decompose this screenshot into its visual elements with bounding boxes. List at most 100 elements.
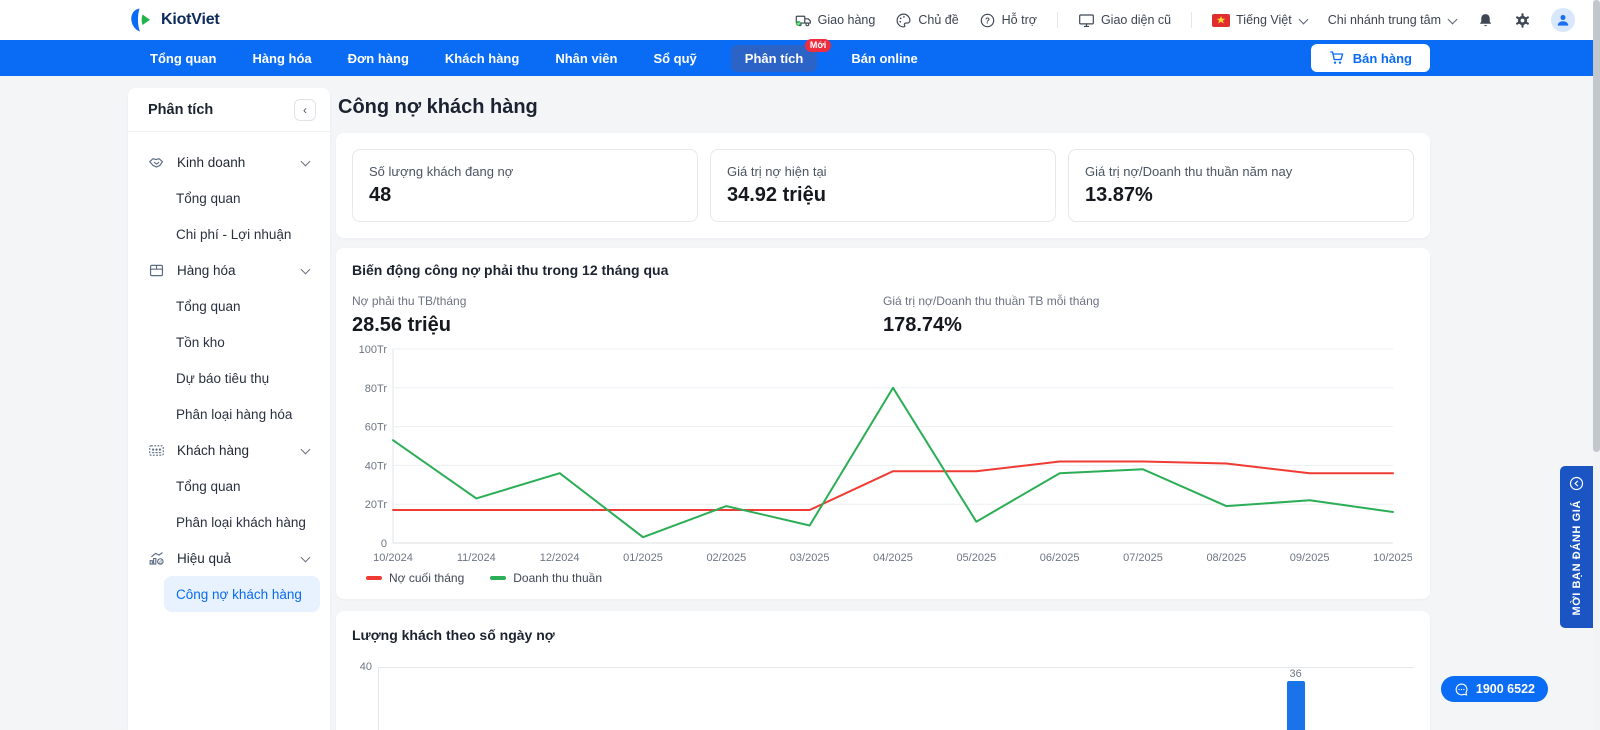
sell-button[interactable]: Bán hàng	[1311, 44, 1430, 72]
tab-so-quy[interactable]: Sổ quỹ	[651, 45, 698, 72]
delivery-menu-item[interactable]: Giao hàng	[795, 12, 876, 29]
tab-hang-hoa[interactable]: Hàng hóa	[250, 45, 313, 72]
main-navigation: Tổng quan Hàng hóa Đơn hàng Khách hàng N…	[0, 40, 1593, 76]
tab-khach-hang[interactable]: Khách hàng	[443, 45, 521, 72]
performance-chart-icon: đ	[148, 550, 165, 567]
sidebar-section-hang-hoa[interactable]: Hàng hóa	[128, 252, 330, 288]
scrollbar-thumb[interactable]	[1593, 0, 1600, 452]
stat-card-current-debt: Giá trị nợ hiện tại 34.92 triệu	[710, 149, 1056, 222]
trend-section-title: Biến động công nợ phải thu trong 12 thán…	[352, 262, 1414, 278]
sidebar-item-phan-loai-hang-hoa[interactable]: Phân loại hàng hóa	[164, 396, 320, 432]
delivery-label: Giao hàng	[818, 13, 876, 27]
brand-name: KiotViet	[161, 11, 220, 29]
debt-trend-line-chart[interactable]: 020Tr40Tr60Tr80Tr100Tr10/202411/202412/2…	[352, 343, 1412, 569]
tab-don-hang[interactable]: Đơn hàng	[346, 45, 411, 72]
section-label: Kinh doanh	[177, 155, 288, 170]
svg-text:11/2024: 11/2024	[457, 552, 496, 564]
notifications-button[interactable]	[1477, 12, 1494, 29]
header-separator	[1191, 12, 1192, 28]
debt-days-card: Lượng khách theo số ngày nợ 40 36	[336, 611, 1430, 730]
tab-ban-online[interactable]: Bán online	[849, 45, 919, 72]
sidebar-section-khach-hang[interactable]: Khách hàng	[128, 432, 330, 468]
sidebar-item-chi-phi-loi-nhuan[interactable]: Chi phí - Lợi nhuận	[164, 216, 320, 252]
svg-text:09/2025: 09/2025	[1290, 552, 1330, 564]
stat-value: 48	[369, 184, 681, 207]
theme-menu-item[interactable]: Chủ đề	[895, 12, 958, 29]
kiotviet-logo[interactable]: KiotViet	[128, 7, 220, 33]
page-title: Công nợ khách hàng	[336, 88, 1430, 133]
customers-icon	[148, 442, 165, 459]
svg-text:04/2025: 04/2025	[873, 552, 913, 564]
sell-button-label: Bán hàng	[1353, 51, 1412, 66]
legend-item-no-cuoi-thang[interactable]: Nợ cuối tháng	[366, 571, 464, 585]
bar[interactable]	[1287, 681, 1305, 730]
tab-nhan-vien[interactable]: Nhân viên	[553, 45, 619, 72]
svg-text:40Tr: 40Tr	[365, 460, 388, 472]
settings-button[interactable]	[1514, 12, 1531, 29]
svg-text:05/2025: 05/2025	[956, 552, 996, 564]
rating-banner[interactable]: MỜI BẠN ĐÁNH GIÁ	[1560, 466, 1593, 628]
rating-banner-label: MỜI BẠN ĐÁNH GIÁ	[1571, 500, 1583, 616]
analytics-sidebar: Phân tích ‹ Kinh doanh Tổng quan Chi phí…	[128, 88, 330, 730]
debt-days-bar-chart[interactable]: 36	[378, 667, 1414, 730]
sidebar-section-hieu-qua[interactable]: đ Hiệu quả	[128, 540, 330, 576]
stat-label: Giá trị nợ/Doanh thu thuần TB mỗi tháng	[883, 294, 1414, 308]
chevron-down-icon	[302, 156, 310, 164]
summary-stats-card: Số lượng khách đang nợ 48 Giá trị nợ hiệ…	[336, 133, 1430, 238]
svg-text:60Tr: 60Tr	[365, 422, 388, 434]
package-icon	[148, 262, 165, 279]
header-separator	[1057, 12, 1058, 28]
tab-phan-tich-label: Phân tích	[745, 51, 804, 66]
legend-label: Doanh thu thuần	[513, 571, 602, 585]
sidebar-item-phan-loai-khach-hang[interactable]: Phân loại khách hàng	[164, 504, 320, 540]
debt-trend-card: Biến động công nợ phải thu trong 12 thán…	[336, 248, 1430, 599]
stat-value: 34.92 triệu	[727, 184, 1039, 207]
branch-selector[interactable]: Chi nhánh trung tâm	[1328, 13, 1457, 27]
palette-icon	[895, 12, 912, 29]
cart-icon	[1329, 50, 1345, 66]
new-badge: Mới	[805, 39, 831, 52]
svg-text:80Tr: 80Tr	[365, 383, 388, 395]
sidebar-item-khach-hang-tong-quan[interactable]: Tổng quan	[164, 468, 320, 504]
chevron-down-icon	[302, 552, 310, 560]
kiotviet-logo-icon	[128, 7, 154, 33]
stat-value: 28.56 triệu	[352, 314, 883, 337]
svg-text:02/2025: 02/2025	[706, 552, 746, 564]
stat-label: Nợ phải thu TB/tháng	[352, 294, 883, 308]
svg-text:10/2025: 10/2025	[1373, 552, 1412, 564]
tab-tong-quan[interactable]: Tổng quan	[148, 45, 218, 72]
sidebar-item-ton-kho[interactable]: Tồn kho	[164, 324, 320, 360]
sidebar-item-du-bao-tieu-thu[interactable]: Dự báo tiêu thụ	[164, 360, 320, 396]
bar-value-label: 36	[1286, 668, 1306, 680]
sidebar-item-kinh-doanh-tong-quan[interactable]: Tổng quan	[164, 180, 320, 216]
section-label: Hàng hóa	[177, 263, 288, 278]
bell-icon	[1477, 12, 1494, 29]
scrollbar-track[interactable]	[1593, 0, 1600, 730]
handshake-icon	[148, 154, 165, 171]
sidebar-section-kinh-doanh[interactable]: Kinh doanh	[128, 144, 330, 180]
svg-text:08/2025: 08/2025	[1206, 552, 1246, 564]
language-selector[interactable]: Tiếng Việt	[1212, 13, 1308, 27]
gear-icon	[1514, 12, 1531, 29]
user-avatar[interactable]	[1551, 8, 1575, 32]
stat-label: Số lượng khách đang nợ	[369, 164, 681, 179]
hotline-button[interactable]: 1900 6522	[1441, 676, 1548, 702]
sidebar-item-hang-hoa-tong-quan[interactable]: Tổng quan	[164, 288, 320, 324]
svg-text:0: 0	[381, 538, 387, 550]
monitor-icon	[1078, 12, 1095, 29]
chevron-down-icon	[302, 444, 310, 452]
old-interface-menu-item[interactable]: Giao diện cũ	[1078, 12, 1171, 29]
user-icon	[1556, 13, 1570, 27]
tab-phan-tich[interactable]: Phân tích Mới	[731, 45, 818, 72]
svg-text:12/2024: 12/2024	[540, 552, 580, 564]
sidebar-item-cong-no-khach-hang[interactable]: Công nợ khách hàng	[164, 576, 320, 612]
support-menu-item[interactable]: ? Hỗ trợ	[979, 12, 1037, 29]
stat-card-debt-revenue-ratio: Giá trị nợ/Doanh thu thuần năm nay 13.87…	[1068, 149, 1414, 222]
support-label: Hỗ trợ	[1002, 13, 1037, 27]
legend-item-doanh-thu-thuan[interactable]: Doanh thu thuần	[490, 571, 602, 585]
stat-card-debtor-count: Số lượng khách đang nợ 48	[352, 149, 698, 222]
branch-label: Chi nhánh trung tâm	[1328, 13, 1441, 27]
svg-text:06/2025: 06/2025	[1040, 552, 1080, 564]
sidebar-collapse-button[interactable]: ‹	[294, 99, 316, 121]
trend-stat-avg-debt: Nợ phải thu TB/tháng 28.56 triệu	[352, 294, 883, 337]
